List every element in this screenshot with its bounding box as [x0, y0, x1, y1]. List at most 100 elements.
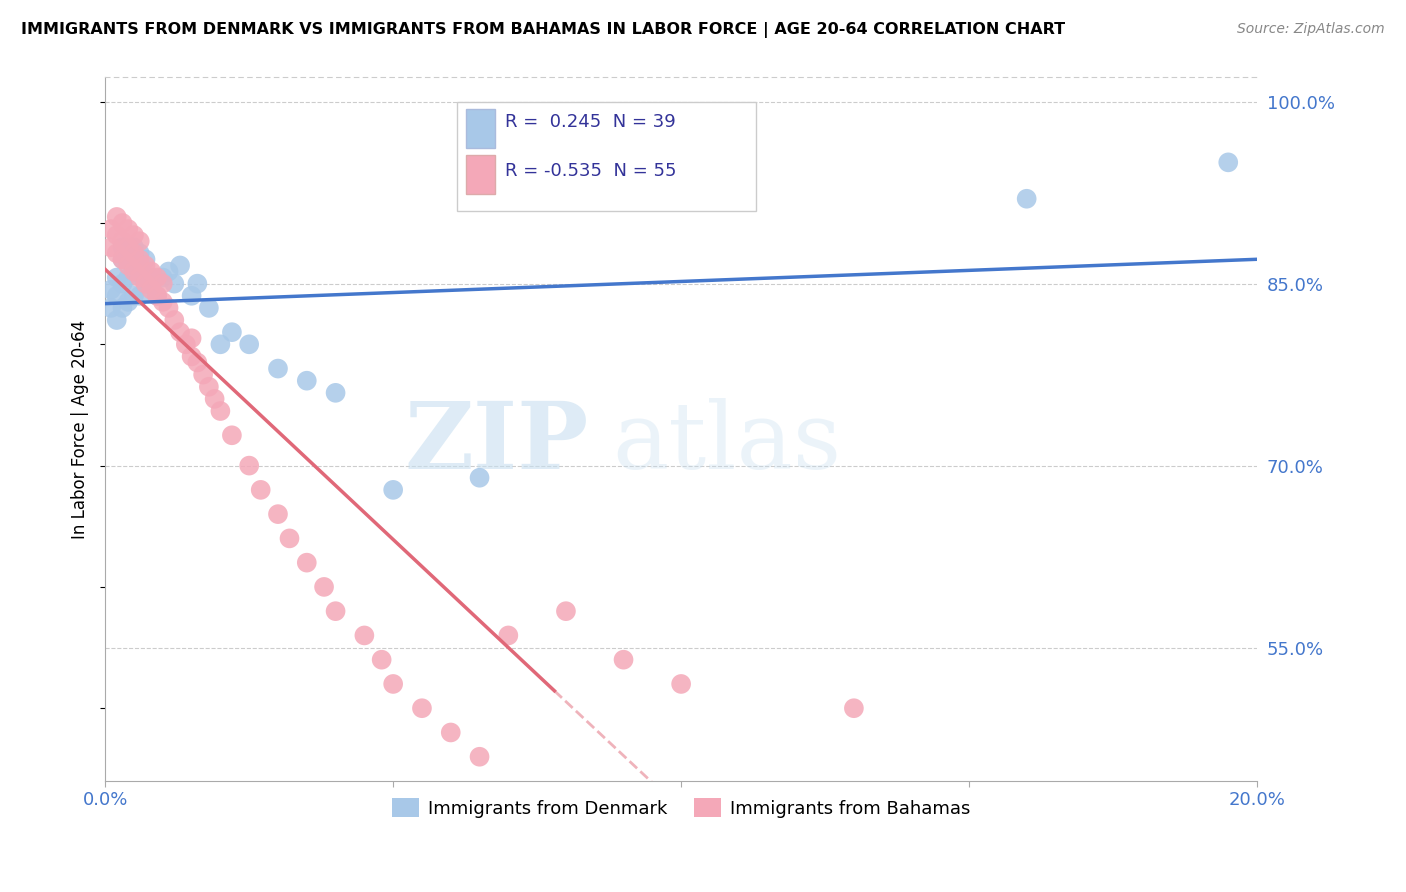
Point — [111, 301, 134, 315]
Point — [204, 392, 226, 406]
Point — [128, 246, 150, 260]
Point — [152, 277, 174, 291]
Text: R = -0.535  N = 55: R = -0.535 N = 55 — [505, 162, 676, 180]
Point — [267, 361, 290, 376]
Point — [146, 289, 169, 303]
Point — [117, 240, 139, 254]
Point — [440, 725, 463, 739]
Point — [353, 628, 375, 642]
Point — [209, 404, 232, 418]
Point — [105, 228, 128, 243]
Point — [157, 301, 180, 315]
Point — [135, 252, 157, 267]
Point — [180, 350, 202, 364]
Point — [152, 294, 174, 309]
Point — [117, 222, 139, 236]
Point — [122, 240, 145, 254]
Point — [238, 458, 260, 473]
Point — [141, 264, 163, 278]
Point — [100, 240, 122, 254]
Point — [180, 331, 202, 345]
Point — [117, 259, 139, 273]
Point — [325, 604, 347, 618]
Point — [411, 701, 433, 715]
Point — [128, 289, 150, 303]
Point — [135, 259, 157, 273]
Point — [498, 628, 520, 642]
Point — [180, 289, 202, 303]
Point — [198, 301, 221, 315]
Point — [198, 380, 221, 394]
Point — [295, 556, 318, 570]
Point — [325, 385, 347, 400]
Point — [111, 277, 134, 291]
Bar — [465, 109, 495, 148]
Point — [122, 246, 145, 260]
Point — [105, 313, 128, 327]
Point — [295, 374, 318, 388]
Point — [122, 228, 145, 243]
Point — [382, 677, 405, 691]
Point — [669, 677, 692, 691]
Point — [100, 283, 122, 297]
Point — [278, 532, 301, 546]
Point — [146, 270, 169, 285]
Point — [128, 270, 150, 285]
Point — [1015, 192, 1038, 206]
Point — [111, 234, 134, 248]
Point — [100, 222, 122, 236]
Point — [370, 653, 392, 667]
Point — [117, 252, 139, 267]
Point — [555, 604, 578, 618]
Point — [105, 270, 128, 285]
Point — [111, 252, 134, 267]
Text: atlas: atlas — [612, 399, 841, 488]
Point — [468, 471, 491, 485]
Point — [100, 301, 122, 315]
Point — [191, 368, 214, 382]
Point — [238, 337, 260, 351]
Point — [249, 483, 271, 497]
Point — [382, 483, 405, 497]
Point — [128, 264, 150, 278]
Point — [169, 325, 191, 339]
Point — [221, 325, 243, 339]
Point — [169, 259, 191, 273]
Point — [612, 653, 634, 667]
Point — [111, 252, 134, 267]
Point — [128, 234, 150, 248]
Legend: Immigrants from Denmark, Immigrants from Bahamas: Immigrants from Denmark, Immigrants from… — [384, 791, 979, 825]
Point — [105, 210, 128, 224]
Point — [128, 252, 150, 267]
Point — [1218, 155, 1240, 169]
Point — [141, 283, 163, 297]
Point — [221, 428, 243, 442]
Point — [111, 216, 134, 230]
Point — [141, 270, 163, 285]
Text: R =  0.245  N = 39: R = 0.245 N = 39 — [505, 112, 676, 131]
Text: IMMIGRANTS FROM DENMARK VS IMMIGRANTS FROM BAHAMAS IN LABOR FORCE | AGE 20-64 CO: IMMIGRANTS FROM DENMARK VS IMMIGRANTS FR… — [21, 22, 1066, 38]
Point — [312, 580, 335, 594]
Point — [163, 277, 186, 291]
Text: Source: ZipAtlas.com: Source: ZipAtlas.com — [1237, 22, 1385, 37]
Point — [122, 264, 145, 278]
Point — [468, 749, 491, 764]
Point — [842, 701, 865, 715]
Point — [174, 337, 197, 351]
Point — [122, 264, 145, 278]
FancyBboxPatch shape — [457, 102, 756, 211]
Bar — [465, 155, 495, 194]
Point — [111, 240, 134, 254]
Point — [146, 289, 169, 303]
Point — [163, 313, 186, 327]
Point — [209, 337, 232, 351]
Point — [117, 270, 139, 285]
Point — [135, 277, 157, 291]
Point — [105, 289, 128, 303]
Point — [105, 246, 128, 260]
Point — [117, 294, 139, 309]
Point — [267, 507, 290, 521]
Point — [186, 355, 208, 369]
Point — [186, 277, 208, 291]
Point — [122, 289, 145, 303]
